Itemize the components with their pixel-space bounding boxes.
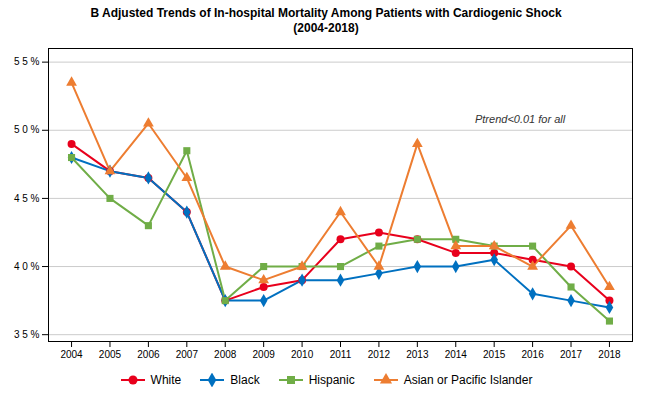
html-text:(2004-2018): (2004-2018) bbox=[293, 21, 359, 35]
svg-text:2017: 2017 bbox=[560, 349, 583, 360]
html-text:Asian or Pacific Islander: Asian or Pacific Islander bbox=[403, 373, 533, 387]
html-text:Black: Black bbox=[230, 373, 260, 387]
svg-text:Ptrend<0.01 for all: Ptrend<0.01 for all bbox=[475, 113, 566, 125]
html-text:White: White bbox=[150, 373, 182, 387]
svg-text:4 0 %: 4 0 % bbox=[14, 261, 40, 272]
svg-text:2010: 2010 bbox=[291, 349, 314, 360]
svg-text:5 0 %: 5 0 % bbox=[14, 124, 40, 135]
svg-text:2006: 2006 bbox=[137, 349, 160, 360]
svg-text:3 5 %: 3 5 % bbox=[14, 329, 40, 340]
html-text:B Adjusted Trends of In-hospit: B Adjusted Trends of In-hospital Mortali… bbox=[90, 6, 562, 20]
svg-text:4 5 %: 4 5 % bbox=[14, 193, 40, 204]
svg-text:2004: 2004 bbox=[60, 349, 83, 360]
svg-text:2005: 2005 bbox=[99, 349, 122, 360]
svg-text:2007: 2007 bbox=[176, 349, 199, 360]
svg-text:2012: 2012 bbox=[368, 349, 391, 360]
html-text:Hispanic: Hispanic bbox=[308, 373, 355, 387]
svg-text:5 5 %: 5 5 % bbox=[14, 56, 40, 67]
svg-text:2008: 2008 bbox=[214, 349, 237, 360]
svg-text:2014: 2014 bbox=[445, 349, 468, 360]
svg-text:2011: 2011 bbox=[330, 349, 352, 360]
svg-text:2013: 2013 bbox=[406, 349, 429, 360]
svg-text:2016: 2016 bbox=[521, 349, 544, 360]
svg-text:2009: 2009 bbox=[253, 349, 276, 360]
svg-text:2018: 2018 bbox=[598, 349, 621, 360]
svg-text:2015: 2015 bbox=[483, 349, 506, 360]
